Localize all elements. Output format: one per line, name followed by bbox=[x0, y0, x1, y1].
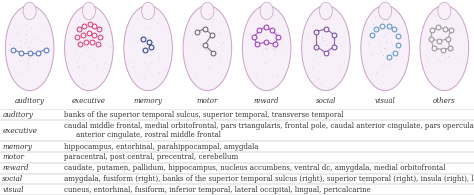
Ellipse shape bbox=[361, 5, 410, 91]
Text: executive: executive bbox=[2, 127, 37, 135]
Ellipse shape bbox=[319, 2, 332, 20]
Text: visual: visual bbox=[2, 186, 24, 194]
Text: auditory: auditory bbox=[15, 97, 45, 105]
Text: paracentral, post central, precentral, cerebellum: paracentral, post central, precentral, c… bbox=[64, 153, 238, 161]
Text: banks of the superior temporal sulcus, superior temporal, transverse temporal: banks of the superior temporal sulcus, s… bbox=[64, 111, 344, 119]
Text: amygdala, fusiform (right), banks of the superior temporal sulcus (right), super: amygdala, fusiform (right), banks of the… bbox=[64, 175, 474, 183]
Text: memory: memory bbox=[134, 97, 163, 105]
Text: memory: memory bbox=[2, 143, 32, 151]
Ellipse shape bbox=[183, 5, 232, 91]
Text: social: social bbox=[2, 175, 24, 183]
Text: reward: reward bbox=[254, 97, 279, 105]
Text: motor: motor bbox=[2, 153, 24, 161]
Ellipse shape bbox=[420, 5, 469, 91]
Ellipse shape bbox=[242, 5, 291, 91]
Text: anterior cingulate, rostral middle frontal: anterior cingulate, rostral middle front… bbox=[76, 131, 221, 139]
Ellipse shape bbox=[142, 2, 155, 20]
Ellipse shape bbox=[438, 2, 451, 20]
Ellipse shape bbox=[379, 2, 392, 20]
Ellipse shape bbox=[5, 5, 54, 91]
Ellipse shape bbox=[64, 5, 113, 91]
Text: auditory: auditory bbox=[2, 111, 33, 119]
Text: social: social bbox=[316, 97, 336, 105]
Text: cuneus, entorhinal, fusiform, inferior temporal, lateral occipital, lingual, per: cuneus, entorhinal, fusiform, inferior t… bbox=[64, 186, 371, 194]
Ellipse shape bbox=[124, 5, 173, 91]
Ellipse shape bbox=[23, 2, 36, 20]
Ellipse shape bbox=[301, 5, 350, 91]
Text: caudate, putamen, pallidum, hippocampus, nucleus accumbens, ventral dc, amygdala: caudate, putamen, pallidum, hippocampus,… bbox=[64, 164, 446, 172]
Text: visual: visual bbox=[375, 97, 395, 105]
Ellipse shape bbox=[260, 2, 273, 20]
Text: hippocampus, entorhinal, parahippocampal, amygdala: hippocampus, entorhinal, parahippocampal… bbox=[64, 143, 258, 151]
Ellipse shape bbox=[201, 2, 214, 20]
Text: reward: reward bbox=[2, 164, 29, 172]
Text: motor: motor bbox=[197, 97, 218, 105]
Text: others: others bbox=[433, 97, 456, 105]
Text: caudal middle frontal, medial orbitofrontal, pars triangularis, frontal pole, ca: caudal middle frontal, medial orbitofron… bbox=[64, 122, 474, 130]
Text: executive: executive bbox=[72, 97, 106, 105]
Ellipse shape bbox=[82, 2, 95, 20]
